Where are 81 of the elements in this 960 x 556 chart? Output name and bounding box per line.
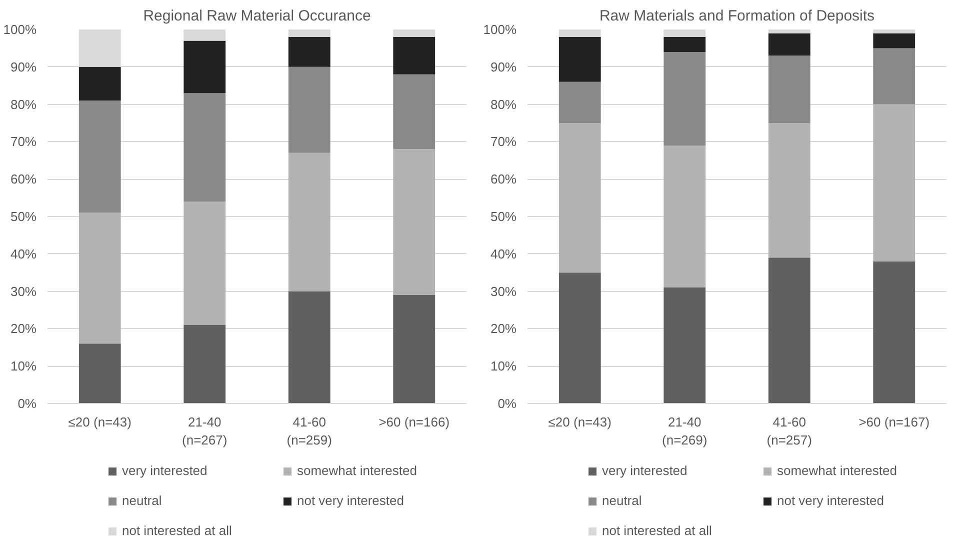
bar — [664, 288, 706, 404]
bar — [393, 74, 436, 150]
bar — [873, 30, 916, 34]
bar — [184, 40, 226, 94]
bar — [393, 36, 436, 74]
y-tick-label: 90% — [490, 59, 517, 74]
legend-label: neutral — [602, 493, 643, 508]
x-tick-label: 41-60 (n=259) — [286, 414, 332, 448]
bar — [288, 30, 330, 37]
bar — [768, 123, 810, 258]
y-tick-label: 20% — [10, 321, 37, 336]
bar — [78, 66, 121, 101]
y-tick-label: 0% — [498, 396, 517, 411]
x-tick-label: 21-40 (n=269) — [662, 414, 708, 448]
y-tick-label: 10% — [490, 358, 517, 374]
bar — [288, 66, 330, 153]
bar — [768, 30, 810, 34]
bar — [393, 295, 436, 404]
bar — [393, 30, 436, 37]
bar — [184, 202, 226, 325]
bar — [288, 152, 330, 292]
y-tick-label: 70% — [490, 134, 517, 150]
legend-label: not interested at all — [602, 523, 713, 538]
y-tick-label: 40% — [10, 246, 37, 262]
legend-label: somewhat interested — [297, 463, 418, 478]
y-tick-label: 60% — [490, 172, 517, 187]
bar — [558, 272, 601, 404]
bar — [768, 56, 810, 123]
x-tick-label: 21-40 (n=267) — [182, 414, 228, 448]
bar — [78, 344, 121, 404]
y-tick-label: 90% — [10, 59, 37, 74]
legend-label: very interested — [602, 463, 688, 478]
legend-label: not very interested — [297, 493, 405, 508]
bar — [873, 33, 916, 48]
y-tick-label: 40% — [490, 246, 517, 262]
chart-title: Regional Raw Material Occurance — [143, 8, 371, 24]
bar — [78, 100, 121, 213]
y-tick-label: 10% — [10, 358, 37, 374]
bar — [768, 33, 810, 56]
x-tick-label: 41-60 (n=257) — [766, 414, 812, 448]
legend-label: neutral — [122, 493, 163, 508]
y-tick-label: 100% — [483, 22, 517, 37]
bar — [558, 123, 601, 273]
bar — [558, 82, 601, 123]
bar — [664, 36, 706, 52]
y-tick-label: 0% — [18, 396, 37, 411]
y-tick-label: 30% — [10, 284, 37, 299]
bar — [664, 52, 706, 146]
y-tick-label: 100% — [3, 22, 37, 37]
x-tick-label: ≤20 (n=43) — [68, 414, 132, 430]
bar — [288, 291, 330, 404]
bar — [78, 212, 121, 344]
y-tick-label: 60% — [10, 172, 37, 187]
bar — [768, 258, 810, 404]
bar — [184, 30, 226, 41]
legend-label: somewhat interested — [777, 463, 898, 478]
x-tick-label: >60 (n=167) — [858, 414, 930, 430]
bar — [393, 149, 436, 296]
bar — [664, 145, 706, 288]
bar — [664, 30, 706, 37]
y-tick-label: 20% — [490, 321, 517, 336]
y-tick-label: 30% — [490, 284, 517, 299]
bar — [558, 36, 601, 82]
legend-label: not interested at all — [122, 523, 233, 538]
y-tick-label: 80% — [10, 96, 37, 112]
bar — [873, 104, 916, 262]
bar — [184, 324, 226, 404]
y-tick-label: 80% — [490, 96, 517, 112]
bar — [184, 93, 226, 202]
bar — [873, 48, 916, 104]
y-tick-label: 50% — [10, 209, 37, 224]
bar — [558, 30, 601, 37]
bar — [288, 36, 330, 67]
legend-label: not very interested — [777, 493, 885, 508]
legend-label: very interested — [122, 463, 208, 478]
x-tick-label: ≤20 (n=43) — [548, 414, 612, 430]
y-tick-label: 50% — [490, 209, 517, 224]
chart-title: Raw Materials and Formation of Deposits — [599, 8, 875, 24]
bar — [873, 261, 916, 404]
x-tick-label: >60 (n=166) — [378, 414, 450, 430]
y-tick-label: 70% — [10, 134, 37, 150]
